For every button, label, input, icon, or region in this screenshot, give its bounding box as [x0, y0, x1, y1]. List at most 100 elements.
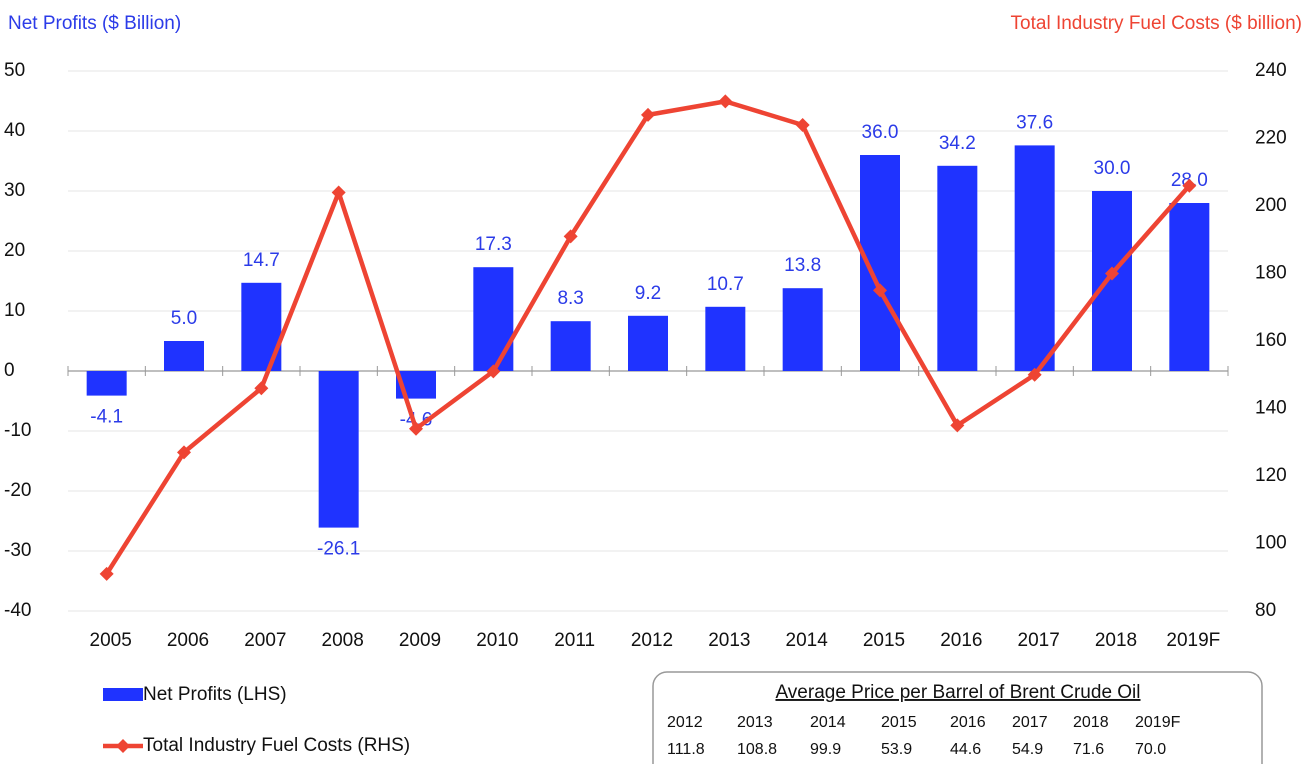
y2-tick-label: 140 — [1255, 398, 1287, 419]
table-header: 2019F — [1135, 714, 1181, 731]
y-tick-label: -40 — [4, 600, 31, 621]
line-marker — [641, 107, 655, 122]
table-header: 2013 — [737, 714, 773, 731]
data-label: 14.7 — [243, 250, 280, 271]
bar — [318, 371, 359, 528]
x-tick-label: 2018 — [1095, 630, 1137, 651]
y-tick-label: 30 — [4, 180, 25, 201]
data-label: -26.1 — [317, 539, 360, 560]
data-label: 8.3 — [557, 288, 583, 309]
data-label: 13.8 — [784, 255, 821, 276]
table-header: 2014 — [810, 714, 846, 731]
y-tick-label: -10 — [4, 420, 31, 441]
line-marker — [99, 566, 114, 581]
table-header: 2017 — [1012, 714, 1048, 731]
line-marker — [718, 94, 733, 109]
table-header: 2015 — [881, 714, 917, 731]
bar — [628, 315, 668, 371]
line-marker — [1105, 266, 1119, 281]
x-tick-label: 2016 — [940, 630, 982, 651]
data-label: 5.0 — [171, 308, 197, 329]
data-label: 17.3 — [475, 234, 512, 255]
table-box — [652, 671, 1263, 764]
legend-swatch — [116, 739, 130, 753]
y2-tick-label: 120 — [1255, 465, 1287, 486]
x-tick-label: 2019F — [1166, 630, 1220, 651]
y2-tick-label: 240 — [1255, 60, 1287, 81]
x-tick-label: 2013 — [708, 630, 750, 651]
bar — [473, 267, 514, 371]
data-label: 30.0 — [1094, 158, 1131, 179]
x-tick-label: 2006 — [167, 630, 209, 651]
line-marker — [1182, 178, 1197, 193]
data-label: 36.0 — [862, 122, 899, 143]
bar — [86, 371, 127, 396]
x-tick-label: 2014 — [786, 630, 829, 651]
data-label: -4.1 — [90, 407, 123, 428]
x-tick-label: 2011 — [554, 630, 595, 651]
table-header: 2012 — [667, 714, 703, 731]
x-tick-label: 2008 — [322, 630, 364, 651]
y2-tick-label: 180 — [1255, 263, 1287, 284]
bar — [1014, 145, 1055, 371]
y-tick-label: 40 — [4, 120, 25, 141]
x-tick-label: 2017 — [1018, 630, 1060, 651]
data-label: 34.2 — [939, 133, 976, 154]
bar — [782, 288, 823, 371]
table-cell: 71.6 — [1073, 741, 1104, 758]
bar — [705, 306, 746, 371]
x-tick-label: 2007 — [244, 630, 286, 651]
line-marker — [486, 364, 501, 379]
line-marker — [563, 229, 578, 244]
table-header: 2018 — [1073, 714, 1109, 731]
bar — [1169, 203, 1210, 371]
y-tick-label: 50 — [4, 60, 25, 81]
data-label: 37.6 — [1016, 112, 1053, 133]
legend-swatch — [103, 688, 143, 701]
y2-axis-title: Total Industry Fuel Costs ($ billion) — [1011, 13, 1302, 34]
bar — [1092, 191, 1132, 371]
x-tick-label: 2009 — [399, 630, 441, 651]
line-marker — [331, 185, 346, 200]
bar — [550, 321, 591, 371]
legend-label: Net Profits (LHS) — [143, 684, 287, 705]
line-marker — [1027, 367, 1042, 382]
y2-tick-label: 80 — [1255, 600, 1276, 621]
x-tick-label: 2010 — [476, 630, 518, 651]
data-label: 10.7 — [707, 274, 744, 295]
table-title: Average Price per Barrel of Brent Crude … — [775, 682, 1140, 703]
line-marker — [950, 418, 965, 433]
y-tick-label: 20 — [4, 240, 25, 261]
y-tick-label: 10 — [4, 300, 25, 321]
data-label: 9.2 — [635, 283, 661, 304]
line-marker — [795, 118, 810, 132]
table-header: 2016 — [950, 714, 986, 731]
bar — [164, 341, 204, 371]
y-tick-label: -20 — [4, 480, 31, 501]
y-tick-label: -30 — [4, 540, 31, 561]
y-tick-label: 0 — [4, 360, 15, 381]
table-cell: 99.9 — [810, 741, 841, 758]
line-marker — [873, 283, 887, 298]
line-marker — [409, 421, 423, 436]
bar — [937, 165, 978, 371]
y2-tick-label: 220 — [1255, 128, 1287, 149]
line-marker — [254, 381, 269, 396]
x-tick-label: 2015 — [863, 630, 905, 651]
x-tick-label: 2005 — [90, 630, 132, 651]
legend-label: Total Industry Fuel Costs (RHS) — [143, 735, 410, 756]
y2-tick-label: 100 — [1255, 533, 1287, 554]
table-cell: 111.8 — [667, 741, 705, 758]
x-tick-label: 2012 — [631, 630, 673, 651]
table-cell: 70.0 — [1135, 741, 1166, 758]
y2-tick-label: 160 — [1255, 330, 1287, 351]
y-axis-title: Net Profits ($ Billion) — [8, 13, 181, 34]
line-marker — [177, 445, 191, 460]
y2-tick-label: 200 — [1255, 195, 1287, 216]
table-cell: 108.8 — [737, 741, 777, 758]
table-cell: 44.6 — [950, 741, 981, 758]
table-cell: 54.9 — [1012, 741, 1043, 758]
table-cell: 53.9 — [881, 741, 912, 758]
